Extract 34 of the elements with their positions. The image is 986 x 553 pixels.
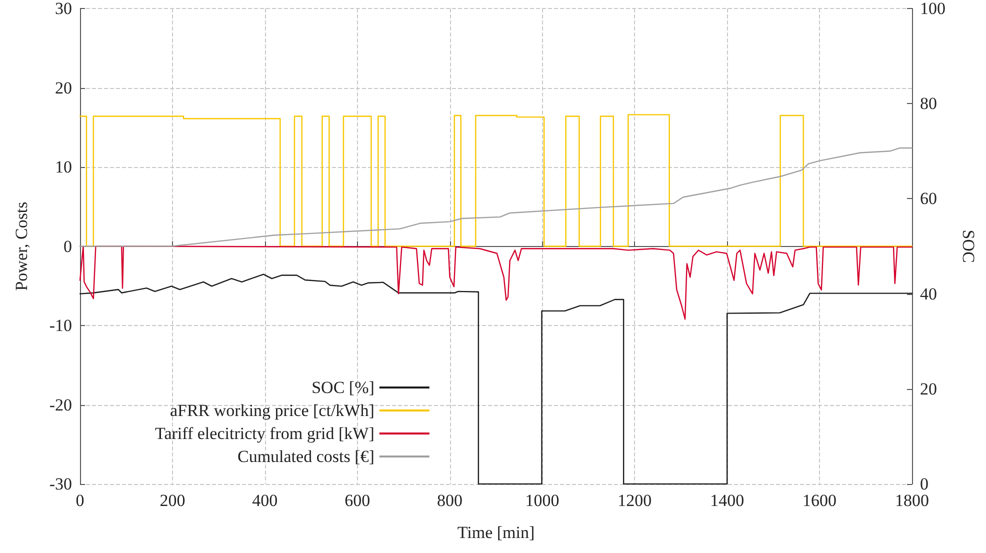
y2-tick-label: 60 [920,189,937,208]
line-series [79,274,913,485]
y-tick-label: 0 [64,236,72,256]
y-axis-title: Power, Costs [12,202,31,291]
x-tick-label: 600 [344,491,370,510]
x-tick-label: 200 [160,491,186,510]
y2-axis-title: SOC [959,230,978,263]
y-tick-label: 30 [55,0,72,18]
line-series [79,246,913,320]
y-tick-label: -30 [49,474,72,494]
y-tick-label: -10 [49,316,72,335]
x-tick-label: 800 [437,491,463,510]
y-tick-label: 10 [55,158,72,176]
y2-tick-label: 20 [920,379,937,398]
legend-label: aFRR working price [ct/kWh] [170,401,374,420]
x-tick-label: 1200 [618,491,652,510]
legend-label: Cumulated costs [€] [237,447,374,466]
x-axis-title: Time [min] [457,523,535,542]
y2-tick-label: 0 [920,474,928,494]
y2-tick-label: 40 [920,284,937,304]
legend-label: SOC [%] [312,378,374,397]
x-tick-label: 1800 [895,491,929,510]
x-tick-label: 1600 [802,491,837,510]
legend-label: Tariff elecitricty from grid [kW] [154,424,374,443]
y2-tick-label: 100 [920,0,946,18]
line-series [79,147,913,247]
y-tick-label: -20 [49,395,72,414]
line-series [79,114,913,247]
x-tick-label: 0 [76,491,84,510]
x-tick-label: 400 [252,491,278,510]
y-tick-label: 20 [55,78,72,98]
x-tick-label: 1400 [710,491,744,510]
x-tick-label: 1000 [525,491,560,510]
y2-tick-label: 80 [920,94,937,114]
